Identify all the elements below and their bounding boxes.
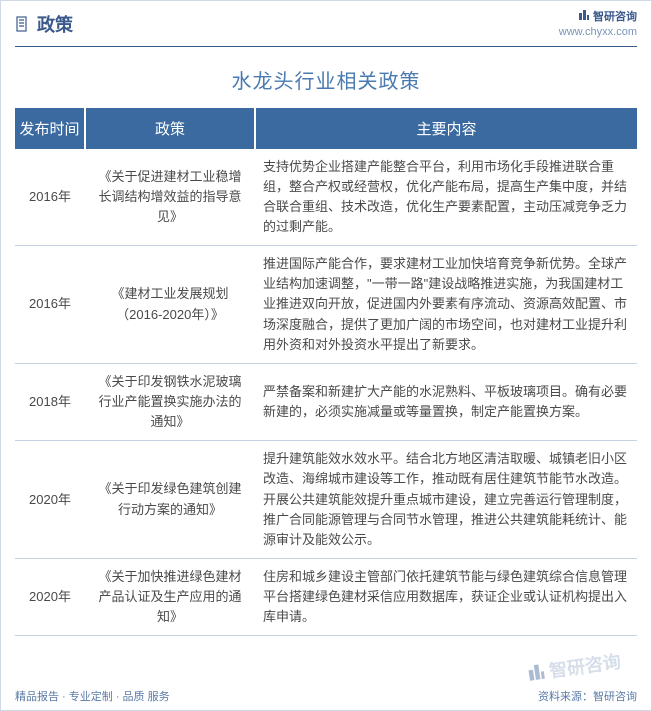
brand-name: 智研咨询 <box>593 10 637 24</box>
table-row: 2016年 《建材工业发展规划（2016-2020年）》 推进国际产能合作，要求… <box>15 246 637 364</box>
brand-url: www.chyxx.com <box>559 25 637 39</box>
cell-content: 住房和城乡建设主管部门依托建筑节能与绿色建筑综合信息管理平台搭建绿色建材采信应用… <box>255 558 637 635</box>
table-row: 2016年 《关于促进建材工业稳增长调结构增效益的指导意见》 支持优势企业搭建产… <box>15 149 637 246</box>
cell-policy: 《关于印发钢铁水泥玻璃行业产能置换实施办法的通知》 <box>85 363 255 440</box>
table-body: 2016年 《关于促进建材工业稳增长调结构增效益的指导意见》 支持优势企业搭建产… <box>15 149 637 636</box>
cell-policy: 《建材工业发展规划（2016-2020年）》 <box>85 246 255 364</box>
cell-policy: 《关于加快推进绿色建材产品认证及生产应用的通知》 <box>85 558 255 635</box>
brand-name-row: 智研咨询 <box>559 9 637 25</box>
doc-icon <box>15 16 31 32</box>
cell-date: 2020年 <box>15 558 85 635</box>
header-title: 政策 <box>37 11 73 37</box>
cell-date: 2018年 <box>15 363 85 440</box>
cell-policy: 《关于促进建材工业稳增长调结构增效益的指导意见》 <box>85 149 255 246</box>
cell-date: 2016年 <box>15 149 85 246</box>
watermark-text: 智研咨询 <box>547 648 622 684</box>
th-policy: 政策 <box>85 108 255 149</box>
cell-date: 2020年 <box>15 441 85 559</box>
table-wrap: 发布时间 政策 主要内容 2016年 《关于促进建材工业稳增长调结构增效益的指导… <box>1 108 651 637</box>
policy-table: 发布时间 政策 主要内容 2016年 《关于促进建材工业稳增长调结构增效益的指导… <box>15 108 637 637</box>
cell-content: 提升建筑能效水效水平。结合北方地区清洁取暖、城镇老旧小区改造、海绵城市建设等工作… <box>255 441 637 559</box>
cell-content: 推进国际产能合作，要求建材工业加快培育竞争新优势。全球产业结构加速调整，"一带一… <box>255 246 637 364</box>
table-header-row: 发布时间 政策 主要内容 <box>15 108 637 149</box>
cell-date: 2016年 <box>15 246 85 364</box>
page-header: 政策 智研咨询 www.chyxx.com <box>1 1 651 44</box>
page-footer: 精品报告 · 专业定制 · 品质 服务 资料来源：智研咨询 <box>15 688 637 704</box>
th-content: 主要内容 <box>255 108 637 149</box>
cell-content: 严禁备案和新建扩大产能的水泥熟料、平板玻璃项目。确有必要新建的，必须实施减量或等… <box>255 363 637 440</box>
brand-icon <box>578 9 590 25</box>
cell-content: 支持优势企业搭建产能整合平台，利用市场化手段推进联合重组，整合产权或经营权，优化… <box>255 149 637 246</box>
main-title: 水龙头行业相关政策 <box>1 47 651 108</box>
cell-policy: 《关于印发绿色建筑创建行动方案的通知》 <box>85 441 255 559</box>
header-left: 政策 <box>15 11 73 37</box>
brand-block: 智研咨询 www.chyxx.com <box>559 9 637 40</box>
watermark: 智研咨询 <box>526 648 623 687</box>
th-date: 发布时间 <box>15 108 85 149</box>
table-row: 2018年 《关于印发钢铁水泥玻璃行业产能置换实施办法的通知》 严禁备案和新建扩… <box>15 363 637 440</box>
table-row: 2020年 《关于加快推进绿色建材产品认证及生产应用的通知》 住房和城乡建设主管… <box>15 558 637 635</box>
footer-right: 资料来源：智研咨询 <box>538 688 637 704</box>
footer-left: 精品报告 · 专业定制 · 品质 服务 <box>15 688 170 704</box>
table-row: 2020年 《关于印发绿色建筑创建行动方案的通知》 提升建筑能效水效水平。结合北… <box>15 441 637 559</box>
